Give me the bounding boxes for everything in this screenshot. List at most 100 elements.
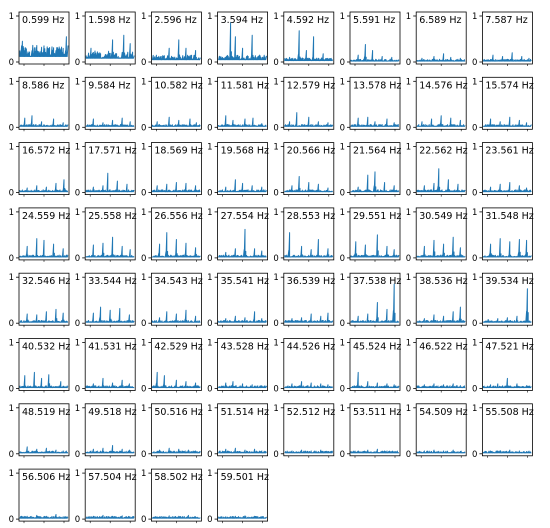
spectrum-panel: 9.584 Hz 1 0 bbox=[75, 76, 136, 133]
y-tick-label: 1 bbox=[75, 12, 80, 22]
spectrum-panel: 51.514 Hz 1 0 bbox=[207, 403, 269, 460]
spectrum-panel: 34.543 Hz 1 0 bbox=[141, 272, 203, 329]
spectrum-line bbox=[218, 228, 267, 258]
spectrum-line bbox=[151, 514, 201, 519]
y-tick-label: 0 bbox=[75, 385, 80, 395]
spectrum-panel: 44.526 Hz 1 0 bbox=[273, 338, 335, 395]
spectrum-panel: 49.518 Hz 1 0 bbox=[75, 403, 137, 460]
y-tick-label: 1 bbox=[141, 404, 146, 414]
y-tick-label: 1 bbox=[141, 77, 146, 87]
spectrum-panel: 48.519 Hz 1 0 bbox=[9, 403, 70, 460]
panel-frame bbox=[150, 11, 202, 65]
spectrum-panel: 13.578 Hz 1 0 bbox=[340, 76, 401, 133]
panel-title: 24.559 Hz bbox=[22, 211, 70, 222]
spectrum-panel: 14.576 Hz 1 0 bbox=[406, 76, 468, 133]
y-tick-label: 0 bbox=[472, 385, 477, 395]
panel-title: 46.522 Hz bbox=[419, 342, 467, 353]
panel-title: 42.529 Hz bbox=[154, 342, 202, 353]
spectrum-panel: 28.553 Hz 1 0 bbox=[273, 207, 335, 264]
panel-title: 44.526 Hz bbox=[287, 342, 335, 353]
spectrum-line bbox=[19, 446, 69, 454]
panel-title: 15.574 Hz bbox=[485, 80, 533, 91]
y-tick-label: 0 bbox=[340, 319, 345, 329]
y-tick-label: 1 bbox=[141, 339, 146, 349]
panel-title: 9.584 Hz bbox=[88, 80, 130, 91]
panel-title: 18.569 Hz bbox=[154, 146, 202, 157]
spectrum-line bbox=[482, 288, 532, 323]
y-tick-label: 0 bbox=[207, 450, 212, 460]
y-tick-label: 1 bbox=[340, 273, 345, 283]
spectrum-panel: 46.522 Hz 1 0 bbox=[406, 338, 468, 395]
y-tick-label: 0 bbox=[406, 123, 411, 133]
spectrum-line bbox=[482, 52, 532, 62]
spectrum-panel: 41.531 Hz 1 0 bbox=[75, 338, 137, 395]
y-tick-label: 1 bbox=[472, 339, 477, 349]
panel-title: 40.532 Hz bbox=[22, 342, 70, 353]
y-tick-label: 0 bbox=[207, 189, 212, 199]
y-tick-label: 0 bbox=[141, 515, 146, 525]
panel-title: 31.548 Hz bbox=[485, 211, 533, 222]
y-tick-label: 1 bbox=[472, 77, 477, 87]
y-tick-label: 0 bbox=[141, 189, 146, 199]
spectrum-line bbox=[218, 311, 267, 323]
spectrum-line bbox=[416, 168, 466, 193]
y-tick-label: 1 bbox=[340, 77, 345, 87]
spectrum-panel: 29.551 Hz 1 0 bbox=[340, 207, 401, 264]
panel-frame bbox=[18, 76, 70, 130]
y-tick-label: 1 bbox=[406, 77, 411, 87]
spectrum-panel: 25.558 Hz 1 0 bbox=[75, 207, 137, 264]
panel-title: 49.518 Hz bbox=[88, 407, 136, 418]
y-tick-label: 0 bbox=[472, 58, 477, 68]
panel-frame bbox=[415, 272, 467, 326]
y-tick-label: 0 bbox=[406, 385, 411, 395]
panel-title: 35.541 Hz bbox=[221, 276, 269, 287]
panel-title: 25.558 Hz bbox=[88, 211, 136, 222]
panel-title: 16.572 Hz bbox=[22, 146, 70, 157]
y-tick-label: 0 bbox=[340, 189, 345, 199]
spectrum-line bbox=[19, 238, 69, 258]
spectrum-line bbox=[350, 371, 400, 389]
spectrum-panel: 30.549 Hz 1 0 bbox=[406, 207, 468, 264]
panel-title: 26.556 Hz bbox=[154, 211, 202, 222]
spectrum-panel: 17.571 Hz 1 0 bbox=[75, 142, 137, 199]
panel-title: 6.589 Hz bbox=[419, 15, 461, 26]
y-tick-label: 1 bbox=[75, 404, 80, 414]
y-tick-label: 1 bbox=[207, 339, 212, 349]
panel-frame bbox=[481, 11, 533, 65]
y-tick-label: 0 bbox=[141, 58, 146, 68]
y-tick-label: 1 bbox=[9, 12, 14, 22]
y-tick-label: 1 bbox=[472, 12, 477, 22]
y-tick-label: 1 bbox=[340, 12, 345, 22]
y-tick-label: 1 bbox=[9, 77, 14, 87]
spectrum-panel: 58.502 Hz 1 0 bbox=[141, 468, 203, 525]
panel-title: 39.534 Hz bbox=[485, 276, 533, 287]
panel-title: 30.549 Hz bbox=[419, 211, 467, 222]
y-tick-label: 0 bbox=[9, 385, 14, 395]
spectrum-panel: 42.529 Hz 1 0 bbox=[141, 338, 203, 395]
spectrum-line bbox=[85, 172, 135, 193]
y-tick-label: 1 bbox=[9, 469, 14, 479]
spectrum-line bbox=[416, 449, 466, 454]
y-tick-label: 1 bbox=[141, 273, 146, 283]
spectrum-panel: 39.534 Hz 1 0 bbox=[472, 272, 534, 329]
y-tick-label: 1 bbox=[273, 77, 278, 87]
panel-title: 48.519 Hz bbox=[22, 407, 70, 418]
y-tick-label: 0 bbox=[406, 319, 411, 329]
y-tick-label: 1 bbox=[273, 12, 278, 22]
y-tick-label: 1 bbox=[273, 339, 278, 349]
spectrum-line bbox=[85, 34, 135, 59]
spectrum-line bbox=[151, 116, 201, 127]
panel-frame bbox=[217, 338, 269, 391]
y-tick-label: 0 bbox=[207, 123, 212, 133]
y-tick-label: 0 bbox=[141, 123, 146, 133]
panel-frame bbox=[84, 403, 136, 457]
spectrum-panel: 24.559 Hz 1 0 bbox=[9, 207, 70, 264]
spectrum-panel: 19.568 Hz 1 0 bbox=[207, 142, 269, 199]
spectrum-panel: 1.598 Hz 1 0 bbox=[75, 11, 136, 68]
y-tick-label: 0 bbox=[273, 189, 278, 199]
spectrum-line bbox=[19, 308, 69, 323]
spectrum-panel: 0.599 Hz 1 0 bbox=[9, 11, 70, 68]
y-tick-label: 1 bbox=[207, 469, 212, 479]
spectrum-line bbox=[284, 30, 334, 62]
spectrum-panel: 20.566 Hz 1 0 bbox=[273, 142, 335, 199]
